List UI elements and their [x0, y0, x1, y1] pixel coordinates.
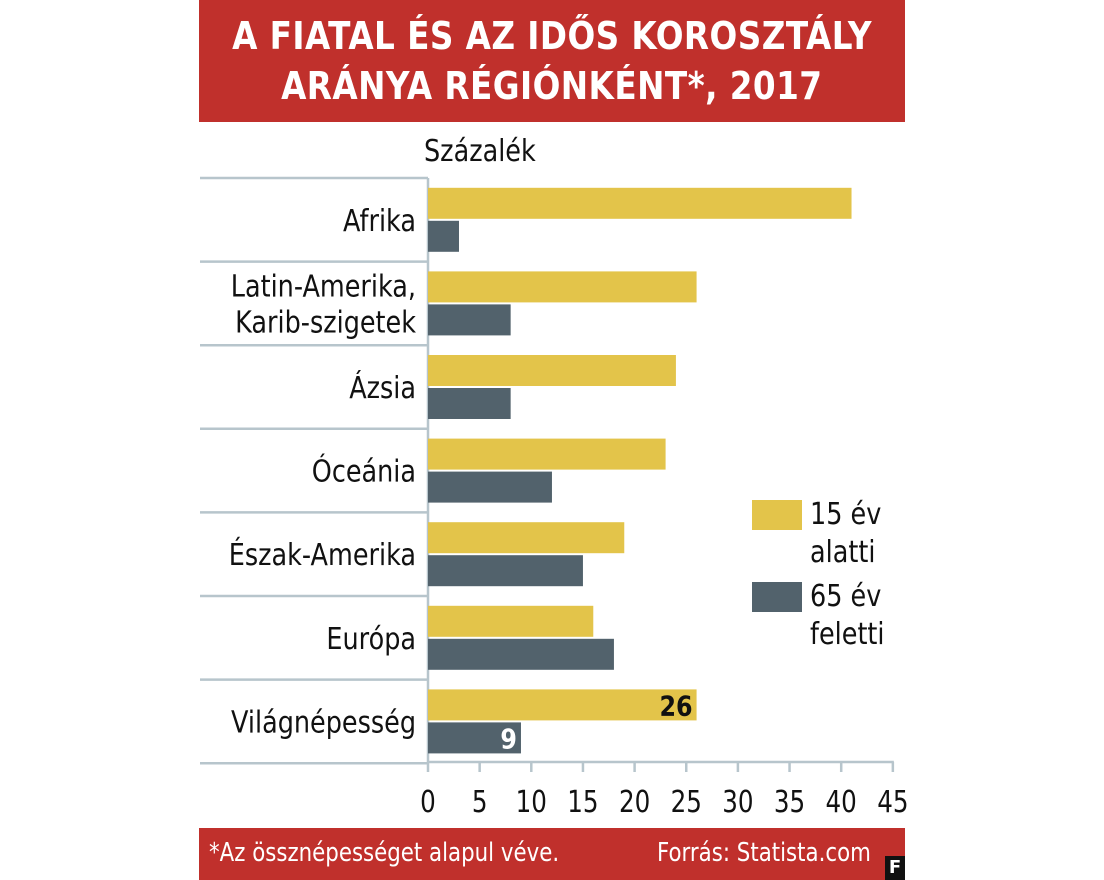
x-tick-label: 5 [472, 786, 488, 820]
footnote: *Az össznépességet alapul véve. [209, 838, 560, 868]
bar-young-0 [428, 187, 852, 219]
category-label-6: Világnépesség [231, 704, 416, 740]
x-tick-label: 10 [516, 786, 547, 820]
footer-banner: *Az össznépességet alapul véve. Forrás: … [199, 828, 905, 880]
publisher-logo: F [885, 856, 905, 880]
unit-label: Százalék [424, 134, 536, 169]
bar-old-1 [428, 304, 511, 336]
bar-old-6 [428, 722, 521, 754]
bar-young-6 [428, 689, 697, 721]
category-label-5: Európa [326, 621, 416, 657]
x-tick-label: 45 [877, 786, 908, 820]
bar-old-2 [428, 388, 511, 419]
category-label-4: Észak-Amerika [229, 536, 416, 573]
bar-young-1 [428, 271, 697, 303]
x-tick-label: 15 [567, 786, 598, 820]
x-tick-label: 40 [826, 786, 857, 820]
legend-label-young: 15 év alatti [810, 497, 882, 570]
x-tick-label: 0 [420, 786, 436, 820]
chart-title-line-2: ARÁNYA RÉGIÓNKÉNT*, 2017 [281, 64, 823, 108]
source-credit: Forrás: Statista.com [657, 838, 871, 868]
x-tick-label: 25 [671, 786, 702, 820]
category-label-0: Afrika [343, 203, 416, 239]
legend-old: 65 év feletti [752, 578, 898, 654]
bar-young-4 [428, 522, 625, 554]
legend-swatch-old [752, 582, 802, 612]
bar-old-3 [428, 471, 552, 503]
data-label: 26 [659, 691, 692, 723]
title-banner: A FIATAL ÉS AZ IDŐS KOROSZTÁLY ARÁNYA RÉ… [199, 0, 905, 122]
data-label: 9 [500, 724, 517, 756]
bar-old-5 [428, 638, 614, 670]
bar-old-0 [428, 220, 459, 252]
x-tick-label: 35 [774, 786, 805, 820]
category-label-3: Óceánia [312, 453, 416, 490]
legend-young: 15 év alatti [752, 496, 894, 572]
legend-swatch-young [752, 500, 802, 530]
category-label-2: Ázsia [349, 369, 416, 406]
bar-young-2 [428, 355, 676, 386]
chart-title-line-1: A FIATAL ÉS AZ IDŐS KOROSZTÁLY [232, 14, 872, 58]
x-tick-label: 20 [619, 786, 650, 820]
category-label-1: Latin-Amerika, [231, 268, 416, 304]
bar-young-5 [428, 605, 594, 637]
category-label-1: Karib-szigetek [235, 304, 417, 340]
x-tick-label: 30 [722, 786, 753, 820]
bar-old-4 [428, 555, 583, 587]
bar-young-3 [428, 438, 666, 470]
legend-label-old: 65 év feletti [810, 579, 885, 652]
